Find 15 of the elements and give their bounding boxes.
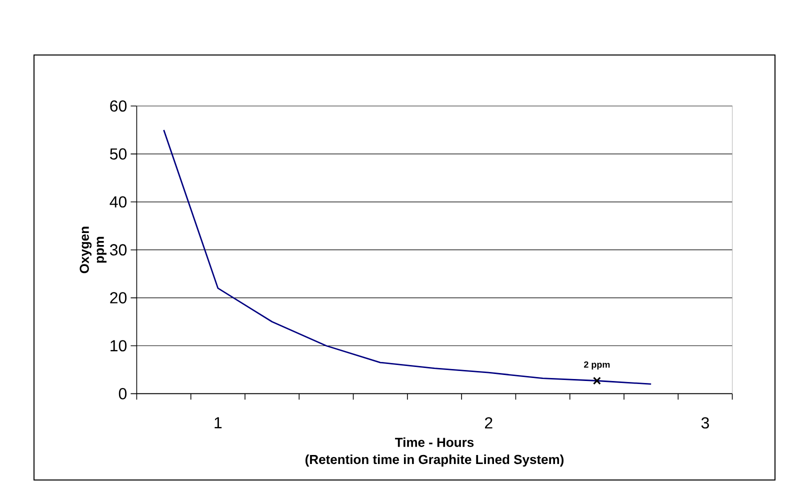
x-axis-title: Time - Hours (395, 437, 474, 447)
y-axis-title: Oxygen ppm (80, 226, 107, 274)
annotation: 2 ppm (584, 361, 610, 370)
y-tick-label: 50 (110, 148, 127, 160)
y-tick-label: 60 (110, 100, 127, 112)
line-series (163, 129, 652, 385)
y-tick-label: 30 (110, 244, 127, 256)
x-tick-label: 2 (484, 417, 492, 428)
y-tick-label: 40 (110, 196, 127, 208)
y-tick-label: 20 (110, 292, 127, 304)
y-tick-label: 0 (118, 388, 127, 400)
text: (Retention time in Graphite Lined System) (305, 454, 564, 467)
x-tick-label: 1 (214, 417, 222, 428)
y-tick-label: 10 (110, 340, 127, 352)
x-tick-label: 3 (701, 417, 709, 429)
